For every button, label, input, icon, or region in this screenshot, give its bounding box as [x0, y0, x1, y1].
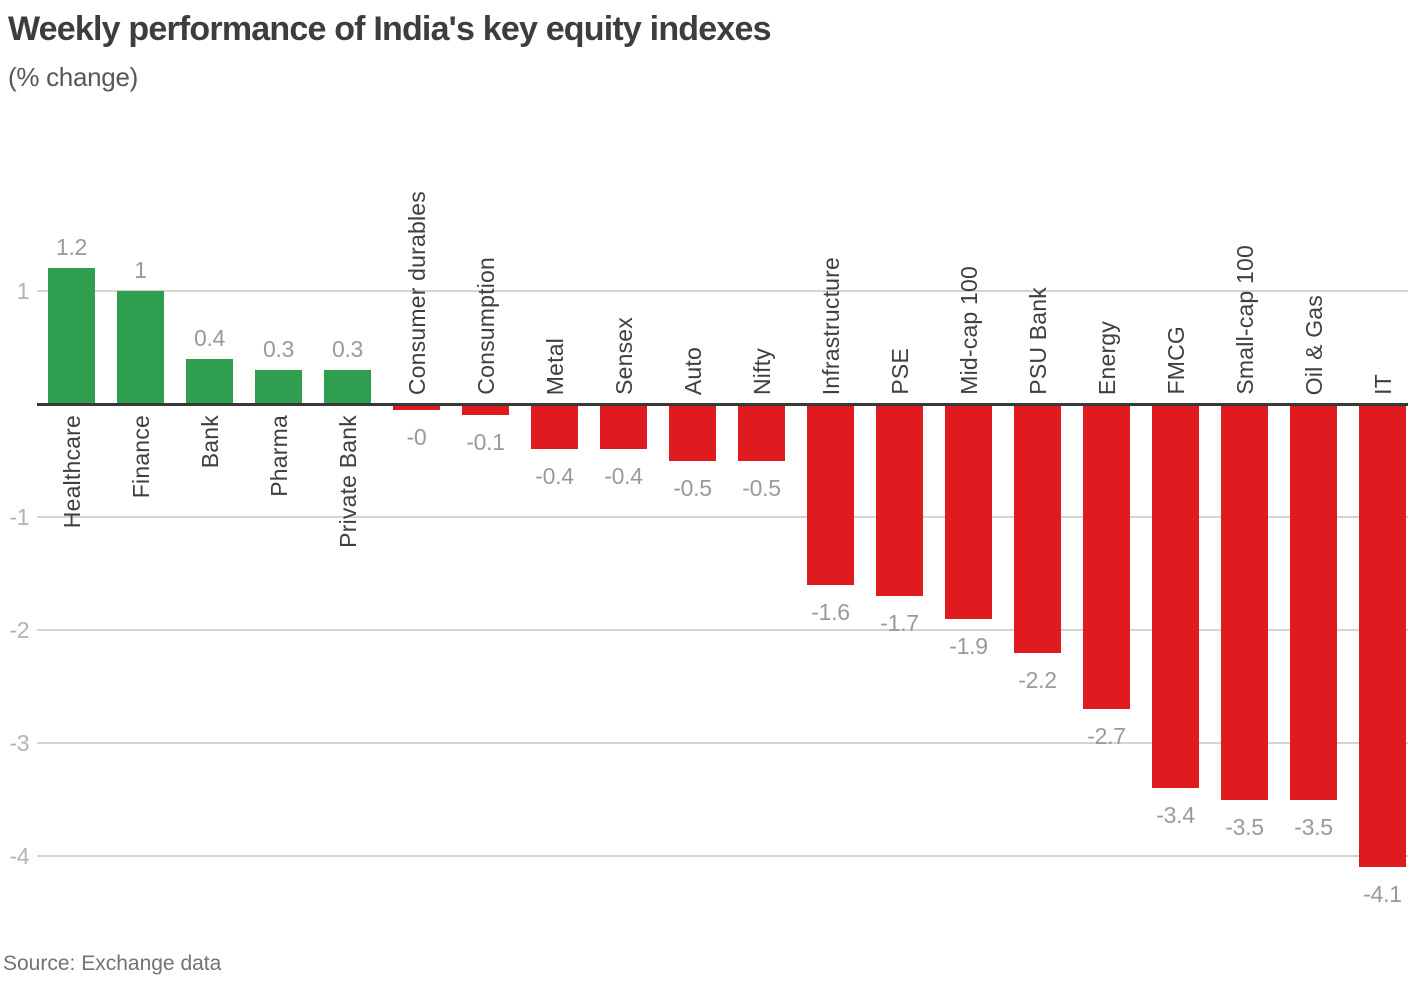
bar-bank	[186, 358, 233, 404]
y-gridline	[37, 855, 1408, 857]
bar-consumer-durables	[393, 404, 440, 410]
bar-value-label: -3.5	[1294, 813, 1333, 840]
bar-psu-bank	[1014, 404, 1061, 653]
category-label: FMCG	[1162, 326, 1189, 395]
category-label: Metal	[541, 337, 568, 395]
bar-value-label: 1	[134, 257, 147, 283]
bar-value-label: -3.5	[1225, 813, 1264, 840]
bar-value-label: -2.2	[1018, 666, 1057, 693]
category-label: Sensex	[610, 317, 637, 395]
y-gridline	[37, 742, 1408, 744]
category-label: Auto	[679, 346, 706, 395]
bar-value-label: -0	[406, 423, 427, 450]
category-label: Consumption	[472, 257, 499, 395]
bar-energy	[1083, 404, 1130, 710]
y-axis-tick-label: -4	[9, 843, 30, 869]
category-label: Energy	[1093, 320, 1120, 395]
bar-oil-gas	[1290, 404, 1337, 800]
bar-value-label: -3.4	[1156, 802, 1195, 829]
bar-private-bank	[324, 370, 371, 404]
category-label: Finance	[127, 415, 154, 499]
category-label: Pharma	[265, 415, 292, 497]
bar-value-label: -0.4	[535, 463, 574, 490]
bar-infrastructure	[807, 404, 854, 585]
bar-value-label: -0.5	[742, 474, 781, 501]
bar-value-label: 0.3	[331, 336, 364, 363]
y-axis-tick-label: -2	[9, 617, 30, 643]
y-gridline	[37, 629, 1408, 631]
bar-consumption	[462, 404, 509, 416]
bar-healthcare	[48, 268, 95, 404]
source-note: Source: Exchange data	[3, 952, 222, 975]
category-label: Mid-cap 100	[955, 266, 982, 395]
bar-metal	[531, 404, 578, 450]
bar-auto	[669, 404, 716, 461]
y-axis-tick-label: 1	[16, 278, 30, 304]
bar-value-label: -4.1	[1363, 881, 1402, 908]
bar-small-cap-100	[1221, 404, 1268, 800]
category-label: Nifty	[748, 348, 775, 395]
bar-value-label: 0.3	[262, 336, 295, 363]
chart-title: Weekly performance of India's key equity…	[8, 10, 772, 48]
bar-value-label: -1.7	[880, 610, 919, 637]
bar-pharma	[255, 370, 302, 404]
category-label: Oil & Gas	[1300, 294, 1327, 395]
category-label: Bank	[196, 415, 223, 469]
category-label: Small-cap 100	[1231, 245, 1258, 395]
bar-value-label: -0.4	[604, 463, 643, 490]
category-label: Healthcare	[58, 415, 85, 529]
bar-value-label: 1.2	[55, 234, 88, 261]
bar-sensex	[600, 404, 647, 450]
y-gridline	[37, 290, 1408, 292]
y-gridline	[37, 516, 1408, 518]
bar-nifty	[738, 404, 785, 461]
category-label: Infrastructure	[817, 256, 844, 395]
bar-value-label: -1.9	[949, 632, 988, 659]
bar-value-label: -1.6	[811, 598, 850, 625]
category-label: PSU Bank	[1024, 287, 1051, 395]
category-label: IT	[1369, 374, 1396, 395]
category-label: Consumer durables	[403, 190, 430, 395]
bar-value-label: 0.4	[193, 324, 226, 351]
category-label: PSE	[886, 348, 913, 395]
bar-mid-cap-100	[945, 404, 992, 619]
bar-value-label: -0.5	[673, 474, 712, 501]
chart-subtitle: (% change)	[8, 62, 138, 92]
bar-it	[1359, 404, 1406, 868]
bar-fmcg	[1152, 404, 1199, 789]
bar-value-label: -0.1	[466, 429, 505, 456]
bar-finance	[117, 291, 164, 404]
bar-pse	[876, 404, 923, 597]
y-axis-tick-label: -1	[9, 504, 30, 530]
zero-baseline	[37, 403, 1408, 406]
category-label: Private Bank	[334, 415, 361, 548]
bar-value-label: -2.7	[1087, 723, 1126, 750]
y-axis-tick-label: -3	[9, 730, 30, 756]
